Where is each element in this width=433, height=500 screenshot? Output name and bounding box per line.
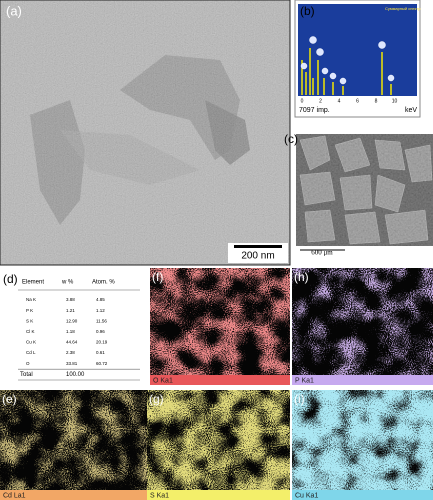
sem-image (296, 134, 433, 258)
map-signal (0, 390, 147, 490)
spectrum-tick: 10 (392, 98, 398, 104)
panel-label: (a) (6, 3, 22, 18)
table-cell: 33.81 (66, 361, 78, 366)
panel-label: (h) (294, 270, 309, 284)
spectrum-tick: 2 (319, 98, 322, 104)
map-element-label: Cu Ka1 (295, 492, 318, 499)
composition-table: Element w % Atom. % Na K 3.88 4.85 P K 1.21 1.12… (18, 280, 140, 381)
element-map: S Ka1 (g) (147, 390, 290, 500)
table-cell: 1.12 (96, 308, 105, 313)
map-signal (147, 390, 290, 490)
map-label-bar (147, 490, 290, 500)
table-cell: 0.96 (96, 329, 105, 334)
panel-label: (e) (2, 392, 17, 406)
table-cell: Cu K (26, 340, 36, 345)
eds-spectrum: 0 2 4 6 8 10 (294, 0, 421, 118)
table-cell: 3.88 (66, 297, 75, 302)
map-element-label: O Ka1 (153, 377, 173, 384)
table-cell: 11.56 (96, 318, 107, 323)
table-header: Element (22, 280, 44, 286)
panel-label: (b) (300, 4, 315, 18)
element-map: Cu Ka1 (i) (292, 390, 433, 500)
spectrum-tick: 6 (356, 98, 359, 104)
spectrum-title: Суммарный спектр (385, 6, 421, 11)
spectrum-tick: 0 (301, 98, 304, 104)
counts-label: 7097 imp. (299, 107, 330, 114)
panel-label: (c) (284, 132, 298, 146)
table-cell: 12.90 (66, 318, 78, 323)
table-cell: 1.18 (66, 329, 75, 334)
map-label-bar (0, 490, 147, 500)
table-cell: S K (26, 318, 33, 323)
map-signal (150, 268, 290, 375)
panel-label: (f) (152, 270, 163, 284)
map-signal (292, 390, 433, 490)
table-cell: 1.21 (66, 308, 75, 313)
table-cell: Cl K (26, 329, 35, 334)
table-cell: Total (20, 372, 33, 378)
element-maps: O Ka1 (f) P Ka1 (h) Cd La1 (e) S Ka1 (g) Cu Ka1 (… (0, 268, 433, 500)
table-cell: P K (26, 308, 33, 313)
table-cell: 60.72 (96, 361, 108, 366)
panel-label: (d) (3, 272, 18, 286)
table-cell: 20.19 (96, 340, 108, 345)
map-element-label: P Ka1 (295, 377, 314, 384)
map-label-bar (292, 375, 433, 385)
table-cell: 4.85 (96, 297, 105, 302)
tem-image (0, 0, 291, 266)
unit-label: keV (405, 107, 417, 114)
table-header: Atom. % (92, 280, 115, 286)
map-element-label: Cd La1 (3, 492, 26, 499)
map-signal (292, 268, 433, 375)
table-cell: 2.38 (66, 350, 75, 355)
panel-label: (i) (294, 392, 305, 406)
element-map: P Ka1 (h) (292, 268, 433, 385)
table-header: w % (61, 280, 74, 286)
table-cell: 44.64 (66, 340, 78, 345)
spectrum-tick: 8 (375, 98, 378, 104)
element-map: O Ka1 (f) (150, 268, 290, 385)
table-cell: O (26, 361, 30, 366)
scale-bar-label: 200 nm (241, 251, 274, 262)
map-label-bar (150, 375, 290, 385)
table-cell: 0.61 (96, 350, 105, 355)
table-cell: Cd L (26, 350, 36, 355)
panel-label: (g) (149, 392, 164, 406)
element-map: Cd La1 (e) (0, 390, 147, 500)
map-label-bar (292, 490, 433, 500)
map-element-label: S Ka1 (150, 492, 169, 499)
table-cell: Na K (26, 297, 36, 302)
spectrum-tick: 4 (338, 98, 341, 104)
table-cell: 100.00 (66, 372, 85, 378)
scale-bar-label: 600 μm (311, 249, 333, 257)
